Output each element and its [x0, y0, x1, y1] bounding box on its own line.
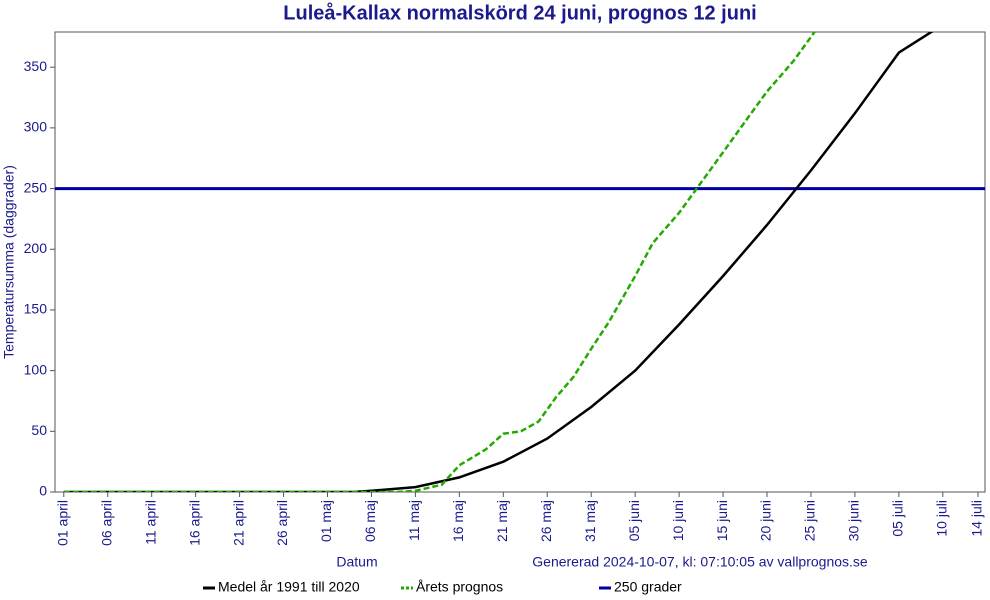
x-tick-label: 06 april [98, 500, 114, 546]
y-tick-label: 150 [24, 301, 48, 317]
x-tick-label: 06 maj [362, 500, 378, 542]
x-tick-label: 16 april [186, 500, 202, 546]
x-tick-label: 21 maj [494, 500, 510, 542]
y-tick-label: 0 [39, 483, 47, 499]
plot-frame [54, 31, 986, 493]
chart-title: Luleå-Kallax normalskörd 24 juni, progno… [283, 1, 756, 24]
x-tick-label: 10 juni [670, 500, 686, 541]
x-tick-label: 11 maj [406, 500, 422, 541]
x-tick-label: 31 maj [582, 500, 598, 542]
x-tick-label: 30 juni [846, 500, 862, 541]
legend-label: Årets prognos [416, 579, 503, 595]
series-line [63, 32, 817, 492]
y-tick-label: 200 [24, 240, 48, 256]
legend-label: 250 grader [614, 579, 682, 595]
y-tick-label: 350 [24, 58, 48, 74]
x-tick-label: 26 maj [538, 500, 554, 542]
y-axis-label: Temperatursumma (daggrader) [1, 165, 17, 359]
y-tick-label: 250 [24, 179, 48, 195]
x-tick-label: 20 juni [758, 500, 774, 541]
series-line [63, 32, 934, 492]
x-tick-label: 15 juni [714, 500, 730, 541]
x-tick-label: 25 juni [802, 500, 818, 541]
y-tick-label: 50 [31, 422, 47, 438]
x-tick-label: 11 april [142, 500, 158, 545]
x-tick-label: 14 juli [969, 500, 985, 537]
x-tick-label: 05 juli [890, 500, 906, 537]
x-tick-label: 21 april [230, 500, 246, 546]
x-tick-label: 01 maj [318, 500, 334, 542]
x-axis-label: Datum [336, 554, 377, 570]
y-tick-label: 100 [24, 361, 48, 377]
x-tick-label: 05 juni [626, 500, 642, 541]
plot-area [55, 32, 985, 492]
x-tick-label: 26 april [274, 500, 290, 546]
x-tick-label: 10 juli [934, 500, 950, 537]
legend-label: Medel år 1991 till 2020 [218, 579, 360, 595]
annotation: Genererad 2024-10-07, kl: 07:10:05 av va… [532, 554, 868, 570]
x-tick-label: 01 april [54, 500, 70, 546]
y-tick-label: 300 [24, 119, 48, 135]
x-tick-label: 16 maj [450, 500, 466, 542]
